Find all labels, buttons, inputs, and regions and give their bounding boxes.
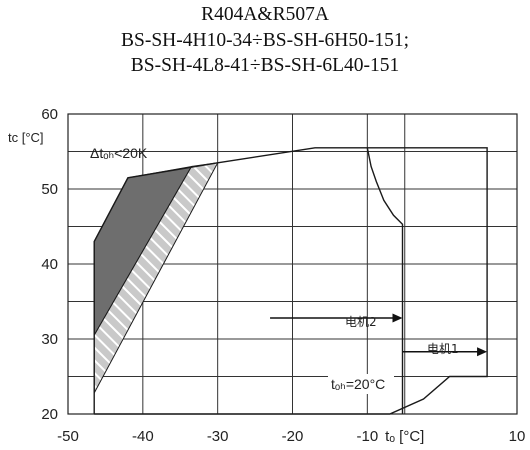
motor2-label: 电机2	[345, 315, 377, 329]
series-lines	[93, 147, 488, 415]
y-tick-label: 20	[41, 406, 58, 423]
toh-annotation: tₒₕ=20°C	[331, 376, 385, 392]
plot-frame	[67, 113, 518, 415]
x-tick-label: -40	[132, 428, 154, 445]
y-tick-label: 40	[41, 256, 58, 273]
y-tick-label: 50	[41, 181, 58, 198]
x-tick-label: 10	[509, 428, 526, 445]
toh-label-background	[328, 374, 394, 394]
motor1-arrow-head	[477, 347, 488, 357]
motor1-label: 电机1	[427, 342, 459, 356]
limit-curve-line	[366, 147, 404, 414]
x-tick-label: -30	[207, 428, 229, 445]
motor2-arrow-head	[392, 313, 403, 323]
chart-title-line-2: BS-SH-4H10-34÷BS-SH-6H50-151;	[120, 29, 410, 51]
y-tick-label: 30	[41, 331, 58, 348]
envelope-line	[93, 147, 488, 415]
x-tick-label: -10	[356, 428, 378, 445]
x-tick-label: -50	[57, 428, 79, 445]
tick-labels: -50 -40 -30 -20 -10 tₒ [°C] 10 20 30 40 50 60	[41, 106, 525, 445]
arrows	[270, 313, 488, 357]
chart-title-line-1: R404A&R507A	[201, 4, 329, 25]
chart-title: R404A&R507A BS-SH-4H10-34÷BS-SH-6H50-151…	[0, 0, 530, 79]
delta-t-annotation: Δtₒₕ<20K	[90, 145, 148, 161]
x-tick-label: -20	[282, 428, 304, 445]
x-tick-label: tₒ [°C]	[385, 428, 424, 445]
chart-title-line-3: BS-SH-4L8-41÷BS-SH-6L40-151	[130, 55, 400, 76]
y-tick-label: 60	[41, 106, 58, 123]
y-axis-label: tᴄ [°C]	[8, 130, 44, 145]
